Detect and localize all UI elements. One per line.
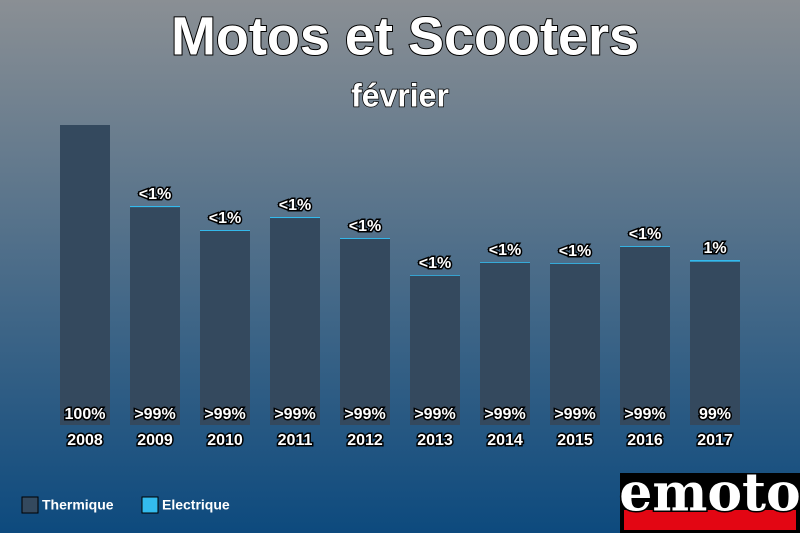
bar-segment	[550, 263, 600, 264]
legend-swatch	[21, 496, 39, 514]
legend-label: Thermique	[42, 497, 114, 513]
x-tick-label: 2008	[67, 432, 103, 449]
bar-segment	[270, 217, 320, 219]
x-tick-label: 2014	[487, 432, 523, 449]
x-tick-label: 2009	[137, 432, 173, 449]
value-label: >99%	[624, 406, 665, 423]
chart-title: Motos et Scooters	[171, 6, 639, 66]
value-label: <1%	[419, 255, 451, 272]
x-tick-label: 2011	[278, 432, 313, 449]
bar-segment	[410, 275, 460, 276]
value-label: <1%	[279, 197, 311, 214]
x-tick-label: 2016	[627, 432, 663, 449]
value-label: 1%	[703, 240, 726, 257]
bar-segment	[620, 246, 670, 247]
legend-label: Electrique	[162, 497, 230, 513]
value-label: <1%	[139, 186, 171, 203]
value-label: 100%	[65, 406, 106, 423]
x-tick-label: 2017	[697, 432, 733, 449]
logo-text: emoto	[619, 463, 800, 524]
value-label: 99%	[699, 406, 731, 423]
x-tick-label: 2015	[557, 432, 593, 449]
x-tick-label: 2012	[347, 432, 383, 449]
bar-segment	[130, 206, 180, 208]
bar-segment	[340, 238, 390, 425]
bar-segment	[130, 207, 180, 425]
bar-segment	[550, 263, 600, 425]
value-label: <1%	[489, 242, 521, 259]
value-label: <1%	[629, 226, 661, 243]
chart-subtitle: février	[351, 77, 449, 113]
value-label: <1%	[209, 210, 241, 227]
logo-band	[624, 510, 796, 530]
x-tick-label: 2010	[207, 432, 243, 449]
value-label: <1%	[349, 218, 381, 235]
value-label: <1%	[559, 243, 591, 260]
bar-segment	[200, 230, 250, 425]
value-label: >99%	[134, 406, 175, 423]
bar-segment	[620, 246, 670, 425]
value-label: >99%	[204, 406, 245, 423]
bar-segment	[200, 230, 250, 231]
bar-segment	[690, 261, 740, 425]
bar-segment	[60, 125, 110, 425]
bar-segment	[340, 238, 390, 239]
bar-segment	[690, 260, 740, 262]
value-label: >99%	[274, 406, 315, 423]
bar-segment	[270, 218, 320, 425]
bar-segment	[480, 262, 530, 263]
value-label: >99%	[554, 406, 595, 423]
bar-segment	[480, 262, 530, 425]
bar-segment	[410, 275, 460, 425]
legend-swatch	[141, 496, 159, 514]
value-label: >99%	[414, 406, 455, 423]
value-label: >99%	[344, 406, 385, 423]
value-label: >99%	[484, 406, 525, 423]
x-tick-label: 2013	[417, 432, 453, 449]
